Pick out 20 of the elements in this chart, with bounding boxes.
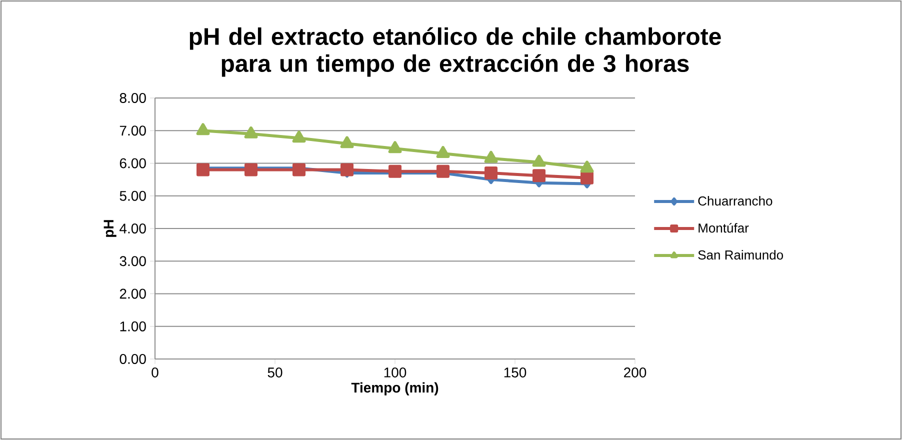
y-tick-label: 7.00 (120, 126, 146, 136)
legend-label: Montúfar (698, 222, 749, 233)
y-tick-label: 3.00 (120, 256, 146, 266)
y-tick-label: 0.00 (120, 354, 146, 364)
y-tick-label: 5.00 (120, 190, 146, 201)
y-axis-title: pH (104, 220, 116, 237)
x-tick-label: 150 (504, 368, 526, 378)
x-axis-title: Tiempo (min) (351, 382, 438, 396)
x-tick-label: 50 (268, 368, 282, 378)
y-tick-label: 1.00 (120, 321, 146, 332)
x-tick-label: 200 (624, 368, 646, 378)
legend-label: Chuarrancho (698, 196, 772, 206)
y-tick-label: 6.00 (120, 158, 146, 168)
x-tick-label: 0 (152, 368, 158, 378)
y-tick-label: 8.00 (120, 93, 146, 103)
x-tick-label: 100 (384, 368, 406, 378)
chart-title: pH del extracto etanólico de chile chamborote para un tiempo de extracción de 3 horas (190, 27, 721, 77)
legend-label: San Raimundo (698, 250, 784, 260)
y-tick-label: 4.00 (120, 224, 146, 234)
y-tick-label: 2.00 (120, 288, 146, 299)
